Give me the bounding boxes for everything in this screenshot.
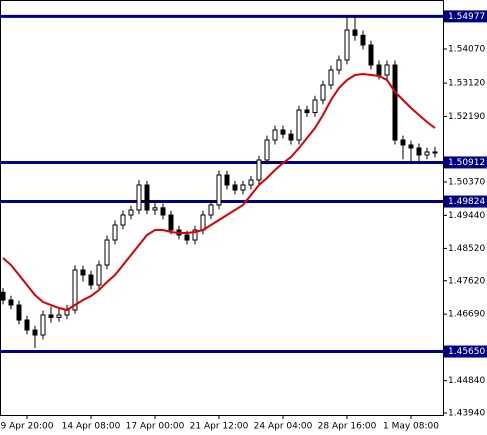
candle-body	[240, 184, 246, 191]
candle-body	[40, 314, 46, 336]
candle-body	[160, 207, 166, 216]
y-tick-label: 1.43940	[448, 408, 485, 418]
candle-body	[408, 144, 414, 149]
candle-body	[80, 269, 86, 276]
candle-body	[192, 229, 198, 241]
candle-body	[24, 319, 30, 331]
level-label: 1.54977	[448, 12, 485, 22]
candle-body	[112, 224, 118, 241]
y-tick-label: 1.44840	[448, 376, 485, 386]
candle-body	[344, 29, 350, 61]
y-tick-label: 1.52190	[448, 112, 485, 122]
candle-body	[432, 151, 438, 154]
candle-body	[8, 299, 14, 306]
candle-body	[128, 209, 134, 216]
candle-body	[264, 139, 270, 161]
candle-body	[48, 314, 54, 318]
level-label-box	[444, 195, 487, 208]
candle-body	[232, 184, 238, 191]
y-tick-label: 1.48520	[448, 244, 485, 254]
y-tick-label: 1.47620	[448, 276, 485, 286]
candle-body	[136, 184, 142, 211]
candle-body	[384, 64, 390, 76]
candle-body	[368, 44, 374, 66]
x-tick-label: 9 Apr 20:00	[1, 422, 54, 432]
x-tick-label: 1 May 08:00	[383, 422, 439, 432]
x-tick-label: 14 Apr 08:00	[62, 422, 121, 432]
candle-body	[304, 109, 310, 114]
candle-body	[144, 184, 150, 211]
candle-body	[120, 214, 126, 226]
candle-body	[224, 174, 230, 186]
y-tick-label: 1.50370	[448, 177, 485, 187]
plot-frame	[0, 0, 444, 416]
candle-body	[152, 207, 158, 211]
candle-body	[288, 133, 294, 141]
candle-body	[320, 84, 326, 101]
candle-body	[328, 69, 334, 86]
candle-body	[208, 204, 214, 216]
candle-body	[256, 159, 262, 181]
candle-body	[336, 59, 342, 71]
candle-body	[280, 129, 286, 135]
y-tick-label: 1.54070	[448, 44, 485, 54]
candle-body	[392, 64, 398, 141]
candle-body	[0, 291, 6, 301]
x-tick-label: 21 Apr 12:00	[190, 422, 249, 432]
candle-body	[32, 329, 38, 336]
candle-body	[360, 34, 366, 46]
x-tick-label: 17 Apr 00:00	[126, 422, 185, 432]
candle-body	[56, 314, 62, 318]
x-tick-label: 28 Apr 16:00	[318, 422, 377, 432]
candle-body	[248, 179, 254, 186]
candle-body	[88, 274, 94, 286]
candle-body	[216, 174, 222, 206]
y-tick-label: 1.53120	[448, 79, 485, 89]
candle-body	[200, 214, 206, 231]
level-label: 1.49824	[448, 197, 485, 207]
y-tick-label: 1.49440	[448, 211, 485, 221]
candle-body	[104, 239, 110, 266]
moving-average	[2, 72, 436, 312]
candle-body	[96, 264, 102, 286]
y-tick-label: 1.46690	[448, 310, 485, 320]
candle-body	[168, 214, 174, 231]
candle-body	[312, 99, 318, 114]
candle-body	[424, 151, 430, 156]
candle-body	[400, 139, 406, 146]
level-label-box	[444, 10, 487, 23]
level-label-box	[444, 156, 487, 169]
candle-body	[416, 147, 422, 156]
candle-body	[272, 129, 278, 141]
level-label: 1.45650	[448, 347, 485, 357]
candle-body	[296, 109, 302, 141]
candle-body	[352, 29, 358, 36]
x-tick-label: 24 Apr 04:00	[254, 422, 313, 432]
candle-body	[184, 234, 190, 241]
candle-body	[376, 64, 382, 76]
level-label-box	[444, 345, 487, 358]
candle-body	[72, 269, 78, 311]
level-label: 1.50912	[448, 158, 485, 168]
candle-body	[16, 304, 22, 321]
